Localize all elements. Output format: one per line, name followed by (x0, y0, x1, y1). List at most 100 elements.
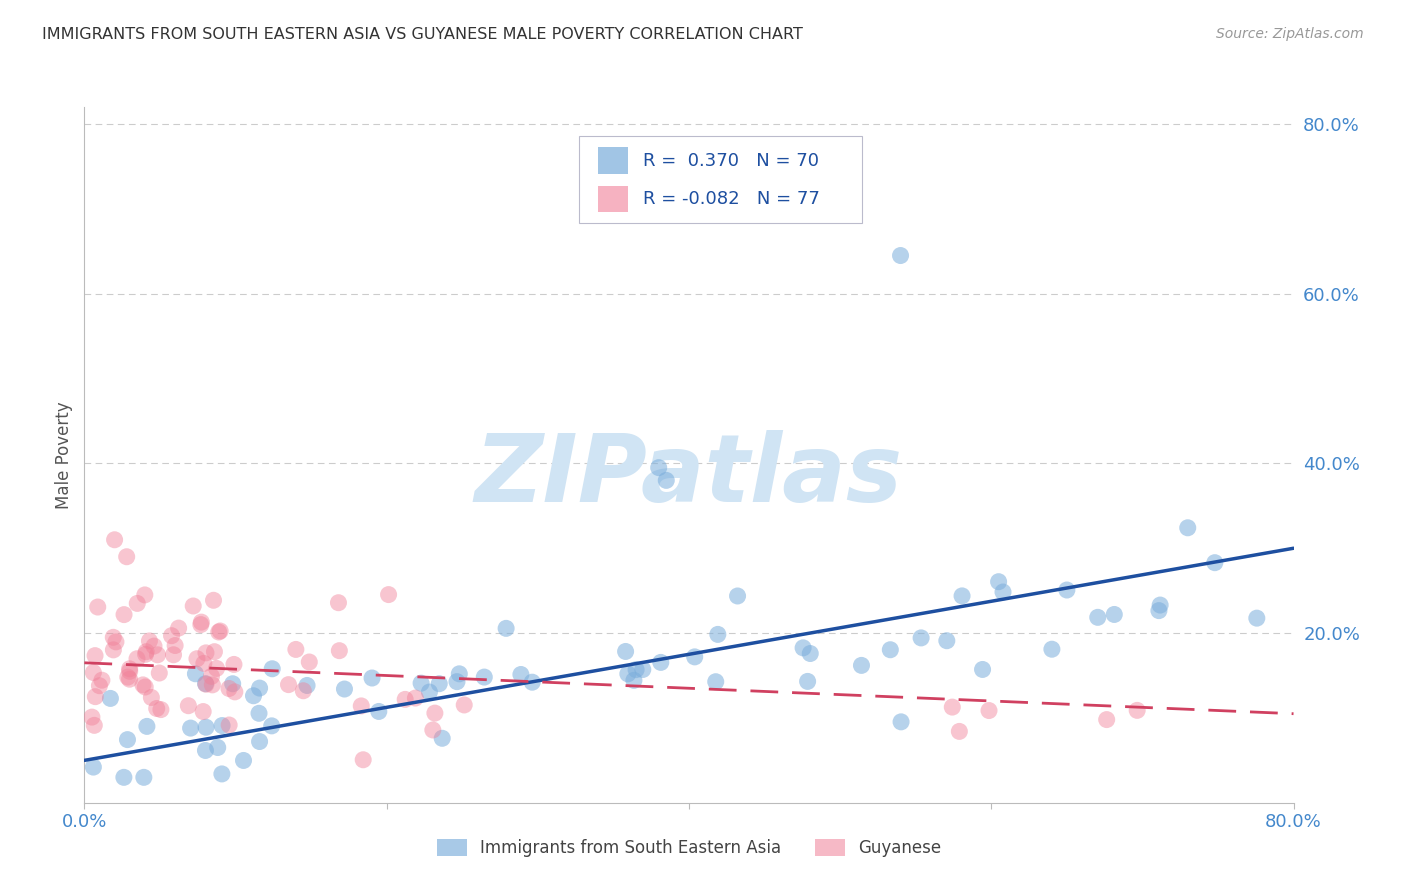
Point (1040, 642, 1063, 657)
Point (1177, 521, 1199, 535)
Point (1204, 556, 1226, 570)
Point (125, 652, 148, 666)
Point (211, 767, 233, 781)
Point (1246, 611, 1268, 625)
Point (167, 621, 190, 635)
Point (201, 678, 224, 692)
Point (82, 760, 104, 774)
Text: R =  0.370   N = 70: R = 0.370 N = 70 (643, 152, 818, 169)
Point (118, 665, 141, 679)
Point (650, 656, 672, 670)
Point (134, 680, 156, 694)
Point (218, 718, 240, 732)
Point (218, 681, 240, 696)
Point (522, 675, 544, 690)
Point (623, 673, 645, 688)
Point (328, 643, 350, 657)
Point (333, 681, 356, 696)
Point (422, 723, 444, 737)
Point (141, 690, 163, 705)
Text: R = -0.082   N = 77: R = -0.082 N = 77 (643, 190, 820, 208)
Point (298, 655, 321, 669)
Point (972, 663, 994, 677)
Point (83, 718, 105, 732)
Point (104, 533, 127, 547)
Point (683, 649, 706, 664)
Point (655, 474, 678, 488)
Point (1104, 607, 1126, 622)
Point (1149, 598, 1171, 612)
Point (190, 615, 212, 629)
Point (879, 642, 901, 657)
Point (509, 667, 531, 681)
Point (948, 724, 970, 739)
Point (181, 599, 204, 613)
Point (423, 706, 446, 720)
Point (195, 677, 218, 691)
Point (284, 642, 307, 657)
Point (432, 731, 454, 746)
Point (727, 589, 749, 603)
Point (367, 705, 389, 719)
Point (211, 718, 233, 732)
Text: Source: ZipAtlas.com: Source: ZipAtlas.com (1216, 27, 1364, 41)
Point (242, 689, 264, 703)
Point (1095, 713, 1118, 727)
Point (84, 690, 107, 704)
Point (186, 651, 208, 665)
Point (1056, 582, 1078, 597)
Point (202, 593, 225, 607)
Point (350, 698, 373, 713)
Point (991, 585, 1014, 599)
Point (87, 600, 110, 615)
Point (352, 753, 374, 767)
Point (890, 248, 912, 262)
Point (134, 588, 156, 602)
Point (394, 692, 416, 706)
Point (249, 734, 271, 748)
Point (796, 674, 818, 689)
Point (495, 621, 517, 635)
Point (112, 770, 135, 784)
Point (799, 647, 821, 661)
Point (103, 630, 125, 644)
Point (260, 719, 283, 733)
Point (80, 710, 103, 724)
Point (328, 596, 350, 610)
Point (149, 703, 172, 717)
Point (221, 677, 243, 691)
Point (648, 460, 671, 475)
Point (143, 639, 166, 653)
Point (418, 685, 440, 699)
Point (617, 666, 640, 681)
Point (247, 706, 270, 721)
Point (112, 607, 135, 622)
Point (941, 700, 963, 714)
Point (449, 666, 471, 681)
Point (1126, 703, 1149, 717)
Point (177, 698, 200, 713)
Point (427, 676, 450, 690)
Point (205, 661, 228, 675)
Point (138, 634, 160, 648)
Point (194, 646, 217, 660)
Point (977, 704, 1000, 718)
Point (1147, 604, 1170, 618)
Point (127, 596, 149, 610)
Text: ZIPatlas: ZIPatlas (475, 430, 903, 522)
Point (132, 678, 155, 692)
Point (200, 669, 222, 683)
Point (104, 635, 127, 649)
Point (103, 643, 125, 657)
Point (446, 674, 468, 689)
Point (404, 691, 426, 706)
Y-axis label: Male Poverty: Male Poverty (55, 401, 73, 508)
Point (987, 574, 1010, 589)
Point (84, 648, 107, 663)
Legend: Immigrants from South Eastern Asia, Guyanese: Immigrants from South Eastern Asia, Guya… (430, 832, 948, 864)
Point (115, 549, 138, 564)
Point (117, 732, 139, 747)
Point (262, 662, 284, 676)
Point (224, 685, 246, 699)
Point (180, 721, 202, 735)
